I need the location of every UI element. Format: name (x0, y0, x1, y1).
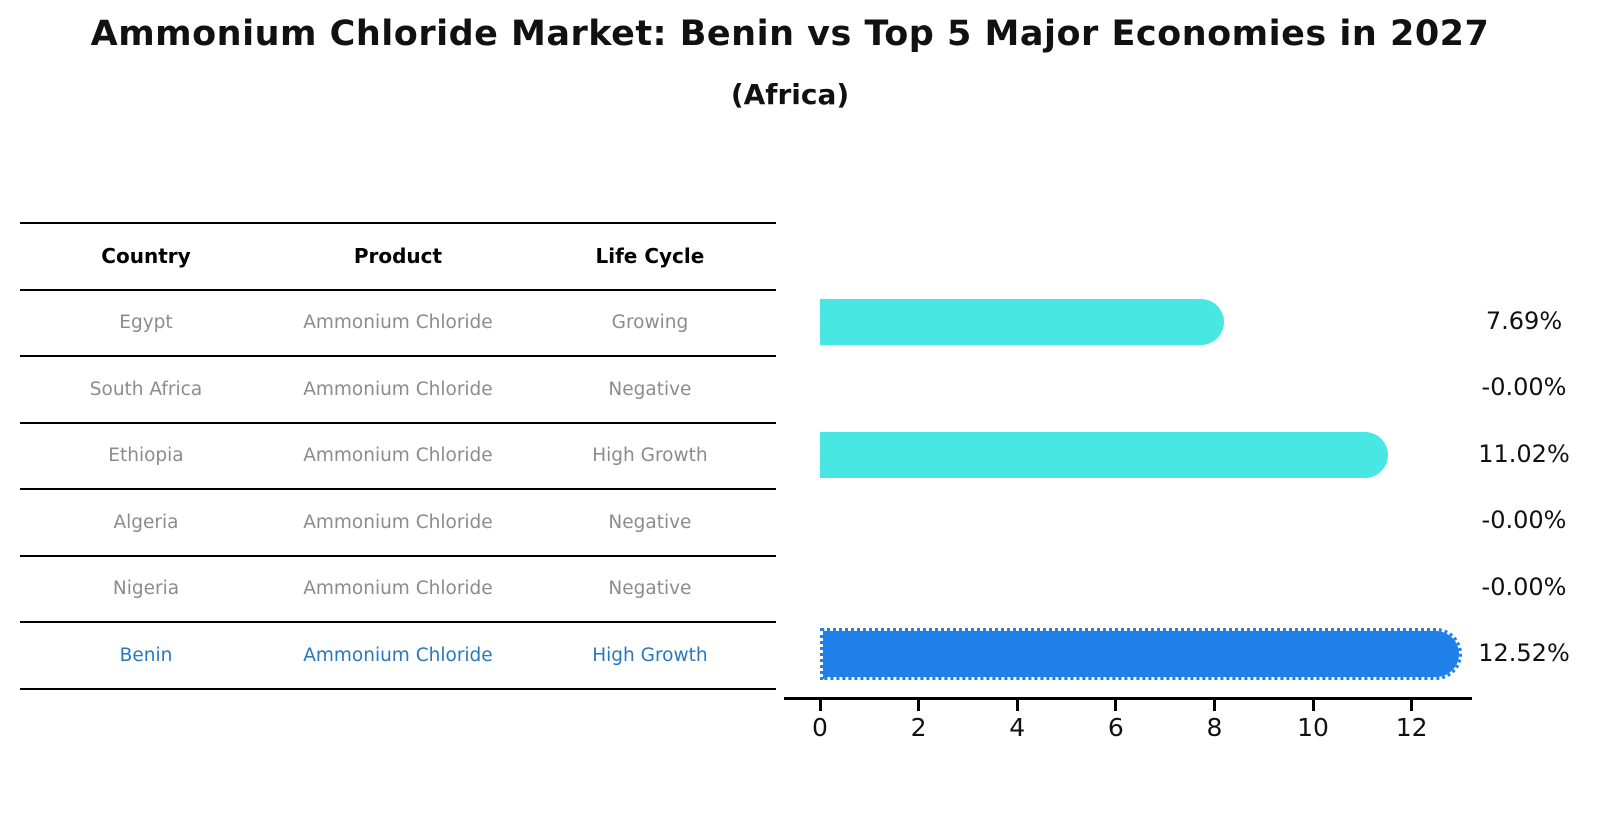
table-cell-product: Ammonium Chloride (303, 578, 493, 600)
table-cell-life-cycle: Negative (608, 511, 692, 533)
chart-subtitle: (Africa) (730, 78, 850, 111)
bar-ethiopia (820, 431, 1389, 478)
bar-egypt (820, 298, 1225, 345)
table-cell-product: Ammonium Chloride (303, 312, 493, 334)
bar-benin (820, 628, 1463, 681)
x-tick-0 (818, 700, 822, 711)
table-cell-country: South Africa (89, 378, 203, 400)
value-label-nigeria: -0.00% (1481, 572, 1567, 601)
x-tick-6 (1114, 700, 1118, 711)
value-label-egypt: 7.69% (1485, 306, 1563, 335)
column-header-country: Country (101, 244, 191, 269)
x-tick-10 (1311, 700, 1315, 711)
table-cell-country: Algeria (113, 511, 179, 533)
table-cell-product: Ammonium Chloride (303, 644, 493, 666)
table-row-nigeria: Nigeria Ammonium Chloride Negative (20, 557, 776, 623)
column-header-product: Product (353, 244, 443, 269)
table-row-egypt: Egypt Ammonium Chloride Growing (20, 291, 776, 357)
table-row-header: Country Product Life Cycle (20, 224, 776, 291)
value-label-algeria: -0.00% (1481, 506, 1567, 535)
table-cell-life-cycle: Negative (608, 378, 692, 400)
value-label-south-africa: -0.00% (1481, 373, 1567, 402)
table-cell-country: Egypt (119, 312, 173, 334)
table-row-south-africa: South Africa Ammonium Chloride Negative (20, 357, 776, 424)
table-cell-country: Ethiopia (108, 445, 184, 467)
x-tick-label-8: 8 (1206, 713, 1223, 742)
x-tick-label-0: 0 (812, 713, 828, 742)
x-axis-line (784, 697, 1472, 700)
x-tick-label-6: 6 (1107, 713, 1124, 742)
table-cell-life-cycle: High Growth (592, 445, 708, 467)
table-row-ethiopia: Ethiopia Ammonium Chloride High Growth (20, 424, 776, 490)
x-tick-label-2: 2 (910, 713, 927, 742)
x-tick-label-12: 12 (1395, 713, 1428, 742)
table-cell-life-cycle: Negative (608, 578, 692, 600)
table-cell-country: Nigeria (112, 578, 180, 600)
column-header-life-cycle: Life Cycle (595, 244, 705, 269)
table-cell-life-cycle: High Growth (592, 644, 708, 666)
x-tick-2 (917, 700, 921, 711)
table-cell-product: Ammonium Chloride (303, 378, 493, 400)
table-row-algeria: Algeria Ammonium Chloride Negative (20, 490, 776, 557)
value-label-ethiopia: 11.02% (1478, 439, 1570, 468)
table-cell-product: Ammonium Chloride (303, 445, 493, 467)
table-cell-life-cycle: Growing (611, 312, 689, 334)
x-tick-12 (1410, 700, 1414, 711)
x-tick-4 (1015, 700, 1019, 711)
value-label-benin: 12.52% (1478, 639, 1570, 668)
x-tick-8 (1212, 700, 1216, 711)
table-cell-country: Benin (119, 644, 173, 666)
chart-title: Ammonium Chloride Market: Benin vs Top 5… (90, 14, 1490, 54)
table-row-benin: Benin Ammonium Chloride High Growth (20, 623, 776, 690)
x-tick-label-4: 4 (1009, 713, 1026, 742)
table-cell-product: Ammonium Chloride (303, 511, 493, 533)
x-tick-label-10: 10 (1297, 713, 1329, 742)
country-table: Country Product Life Cycle Egypt Ammonium Ch… (20, 222, 776, 690)
